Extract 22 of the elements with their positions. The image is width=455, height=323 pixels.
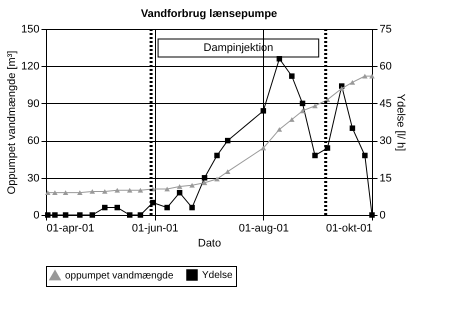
y-tick-label: 60 [27, 135, 40, 148]
legend-label: Ydelse [202, 270, 234, 281]
y-tick-label: 30 [27, 172, 40, 184]
y-axis-title: Oppumpet vandmængde [m³] [6, 50, 18, 194]
y2-tick-label: 15 [380, 172, 392, 184]
y2-tick-label: 75 [380, 24, 392, 36]
chart-title: Vandforbrug lænsepumpe [140, 8, 278, 20]
y-tick-label: 120 [21, 60, 40, 73]
y2-axis-title: Ydelse [l/ h] [394, 94, 407, 152]
y2-tick-label: 45 [380, 98, 392, 110]
y-tick-label: 0 [33, 210, 40, 222]
y2-tick-label: 60 [380, 60, 392, 73]
legend-label: oppumpet vandmængde [65, 270, 174, 282]
x-axis-title: Dato [198, 238, 222, 250]
x-tick-label: 01-apr-01 [46, 222, 94, 234]
x-tick-label: 01-okt-01 [326, 222, 372, 234]
y2-tick-label: 30 [380, 135, 392, 148]
y-tick-label: 90 [27, 98, 40, 110]
x-tick-label: 01-aug-01 [238, 222, 289, 234]
x-tick-label: 01-jun-01 [132, 222, 178, 234]
y-tick-label: 150 [21, 24, 40, 36]
y2-tick-label: 0 [380, 210, 386, 222]
